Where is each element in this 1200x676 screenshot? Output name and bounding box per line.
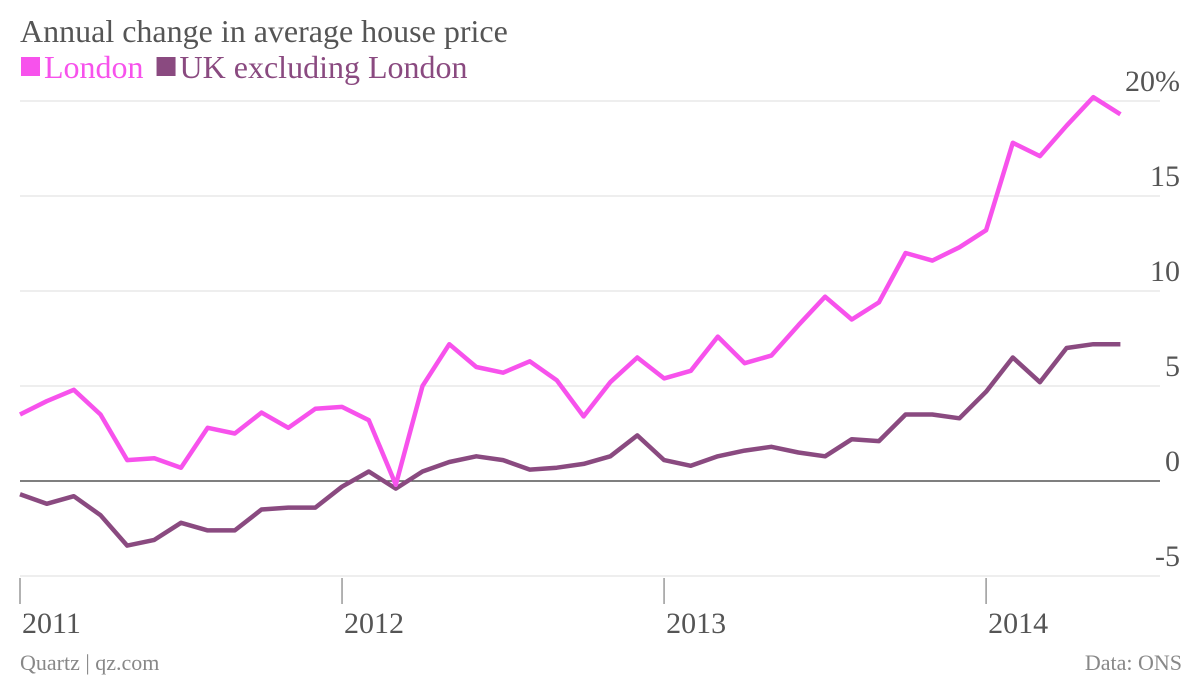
y-tick-label: -5 (1155, 540, 1180, 573)
legend-swatch (21, 57, 40, 76)
series-line (18, 94, 1122, 488)
x-tick-label: 2012 (344, 607, 404, 640)
legend-swatch (156, 57, 176, 76)
series-line (19, 341, 1121, 548)
y-tick-label: 5 (1165, 350, 1180, 383)
y-tick-label: 15 (1150, 160, 1180, 193)
x-tick-label: 2013 (666, 607, 726, 640)
x-tick-label: 2014 (988, 607, 1048, 640)
source: Data: ONS (1085, 650, 1182, 675)
x-tick-label: 2011 (22, 607, 81, 640)
y-tick-label: 10 (1150, 255, 1180, 288)
y-tick-label: 0 (1165, 445, 1180, 478)
legend-label: London (44, 49, 144, 85)
chart-title: Annual change in average house price (20, 13, 508, 49)
credit: Quartz | qz.com (20, 650, 159, 675)
y-tick-label: 20% (1125, 65, 1180, 98)
legend-label: UK excluding London (180, 49, 468, 85)
